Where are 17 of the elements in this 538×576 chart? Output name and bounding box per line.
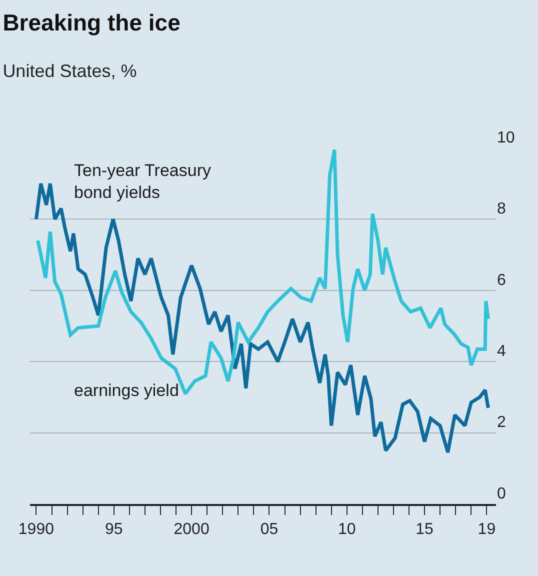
y-tick-label: 10 <box>497 129 515 146</box>
chart-subtitle: United States, % <box>2 60 137 81</box>
y-tick-label: 2 <box>497 414 506 432</box>
y-tick-label: 8 <box>497 200 506 218</box>
x-tick-label: 15 <box>416 520 434 538</box>
y-tick-label: 0 <box>497 485 506 502</box>
x-tick-label: 1990 <box>18 520 54 538</box>
x-tick-label: 10 <box>338 520 356 538</box>
y-tick-label: 4 <box>497 343 506 360</box>
x-tick-label: 2000 <box>174 520 210 538</box>
x-tick-label: 19 <box>478 520 496 538</box>
y-tick-label: 6 <box>497 272 506 289</box>
x-tick-label: 05 <box>260 520 278 538</box>
series-label: earnings yield <box>74 381 179 400</box>
series-label: Ten-year Treasury bond yields <box>74 161 212 202</box>
chart-title: Breaking the ice <box>2 10 180 36</box>
x-tick-label: 95 <box>104 520 123 538</box>
